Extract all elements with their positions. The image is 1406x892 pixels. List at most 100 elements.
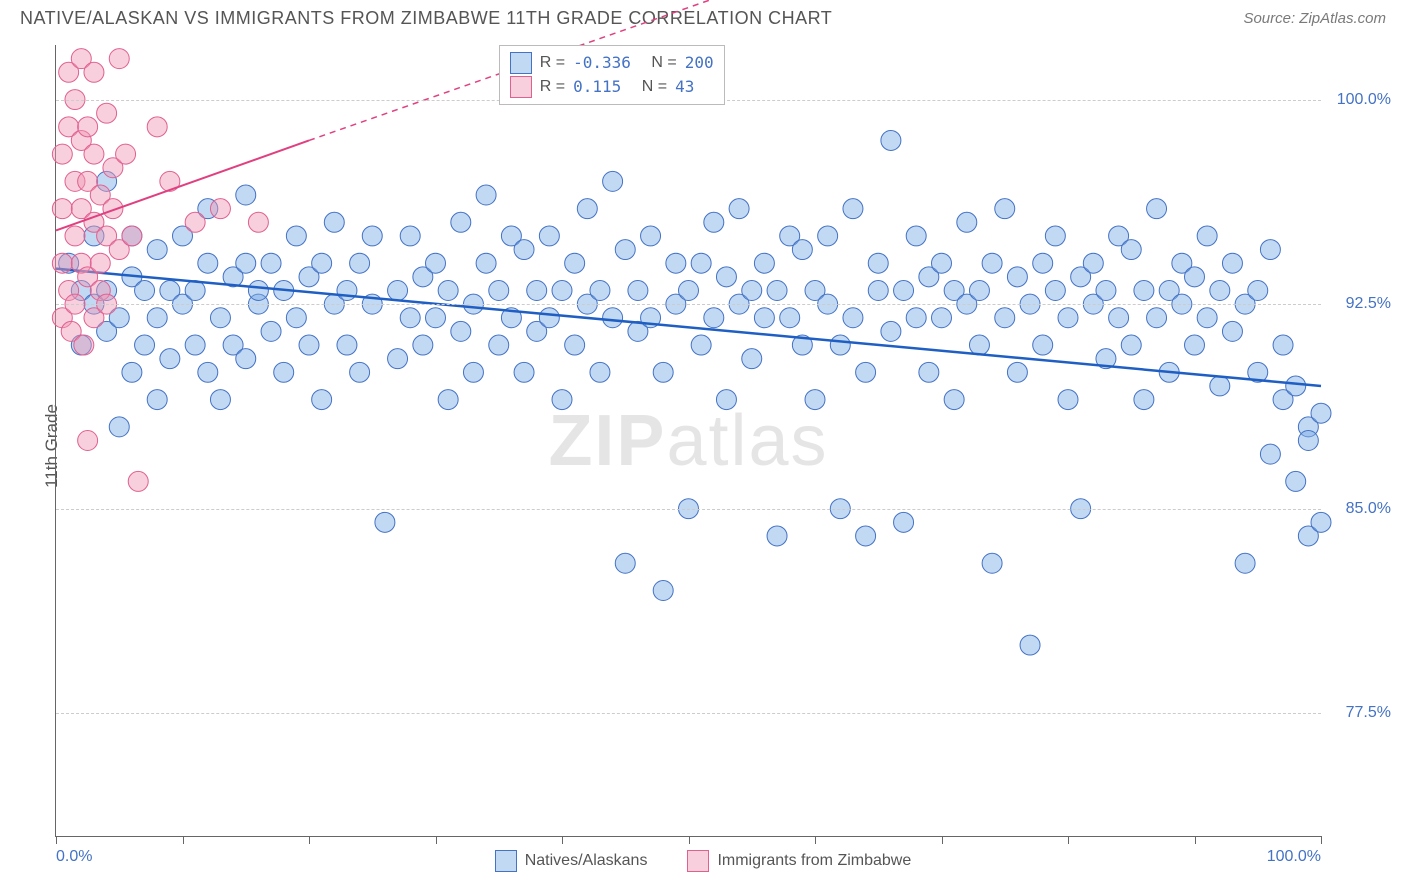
x-tick: [309, 836, 310, 844]
data-point: [116, 144, 136, 164]
data-point: [881, 130, 901, 150]
data-point: [754, 308, 774, 328]
data-point: [78, 431, 98, 451]
legend-label-natives: Natives/Alaskans: [525, 852, 648, 870]
y-tick-label: 85.0%: [1346, 500, 1391, 518]
data-point: [1083, 253, 1103, 273]
data-point: [1134, 280, 1154, 300]
data-point: [375, 512, 395, 532]
data-point: [299, 335, 319, 355]
data-point: [982, 253, 1002, 273]
data-point: [742, 280, 762, 300]
source-label: Source: ZipAtlas.com: [1243, 10, 1386, 27]
data-point: [312, 390, 332, 410]
data-point: [1045, 280, 1065, 300]
data-point: [451, 321, 471, 341]
data-point: [666, 253, 686, 273]
x-tick: [562, 836, 563, 844]
data-point: [128, 471, 148, 491]
data-point: [881, 321, 901, 341]
data-point: [185, 335, 205, 355]
data-point: [78, 117, 98, 137]
legend-item-natives: Natives/Alaskans: [495, 850, 648, 872]
data-point: [147, 240, 167, 260]
y-tick-label: 77.5%: [1346, 704, 1391, 722]
data-point: [1007, 362, 1027, 382]
data-point: [135, 280, 155, 300]
swatch-zimbabwe: [687, 850, 709, 872]
data-point: [198, 253, 218, 273]
data-point: [1210, 376, 1230, 396]
data-point: [1311, 403, 1331, 423]
data-point: [74, 335, 94, 355]
data-point: [109, 49, 129, 69]
chart-header: NATIVE/ALASKAN VS IMMIGRANTS FROM ZIMBAB…: [0, 0, 1406, 33]
data-point: [552, 390, 572, 410]
data-point: [286, 226, 306, 246]
data-point: [1210, 280, 1230, 300]
data-point: [350, 253, 370, 273]
data-point: [679, 280, 699, 300]
data-point: [1109, 308, 1129, 328]
data-point: [615, 553, 635, 573]
data-point: [324, 212, 344, 232]
x-tick: [436, 836, 437, 844]
data-point: [653, 362, 673, 382]
x-tick: [1068, 836, 1069, 844]
data-point: [767, 526, 787, 546]
data-point: [729, 199, 749, 219]
data-point: [1058, 390, 1078, 410]
data-point: [830, 335, 850, 355]
data-point: [476, 253, 496, 273]
legend-label-zimbabwe: Immigrants from Zimbabwe: [717, 852, 911, 870]
data-point: [210, 199, 230, 219]
data-point: [856, 362, 876, 382]
legend-item-zimbabwe: Immigrants from Zimbabwe: [687, 850, 911, 872]
data-point: [147, 117, 167, 137]
data-point: [982, 553, 1002, 573]
data-point: [198, 362, 218, 382]
data-point: [413, 335, 433, 355]
data-point: [577, 199, 597, 219]
gridline: [56, 304, 1321, 305]
data-point: [135, 335, 155, 355]
data-point: [969, 335, 989, 355]
data-point: [337, 335, 357, 355]
data-point: [565, 335, 585, 355]
gridline: [56, 509, 1321, 510]
data-point: [438, 390, 458, 410]
data-point: [147, 308, 167, 328]
gridline: [56, 713, 1321, 714]
data-point: [906, 308, 926, 328]
data-point: [1033, 335, 1053, 355]
data-point: [527, 280, 547, 300]
data-point: [1007, 267, 1027, 287]
data-point: [1185, 335, 1205, 355]
data-point: [716, 390, 736, 410]
data-point: [995, 199, 1015, 219]
data-point: [210, 308, 230, 328]
data-point: [52, 199, 72, 219]
data-point: [792, 240, 812, 260]
data-point: [274, 362, 294, 382]
data-point: [704, 212, 724, 232]
data-point: [539, 226, 559, 246]
x-tick: [1195, 836, 1196, 844]
data-point: [1260, 240, 1280, 260]
data-point: [1286, 471, 1306, 491]
data-point: [388, 280, 408, 300]
bottom-legend: Natives/Alaskans Immigrants from Zimbabw…: [0, 850, 1406, 872]
data-point: [590, 362, 610, 382]
data-point: [603, 308, 623, 328]
data-point: [248, 280, 268, 300]
data-point: [210, 390, 230, 410]
data-point: [84, 144, 104, 164]
x-tick: [183, 836, 184, 844]
data-point: [388, 349, 408, 369]
data-point: [1286, 376, 1306, 396]
data-point: [185, 280, 205, 300]
data-point: [565, 253, 585, 273]
data-point: [615, 240, 635, 260]
data-point: [1311, 512, 1331, 532]
data-point: [805, 390, 825, 410]
